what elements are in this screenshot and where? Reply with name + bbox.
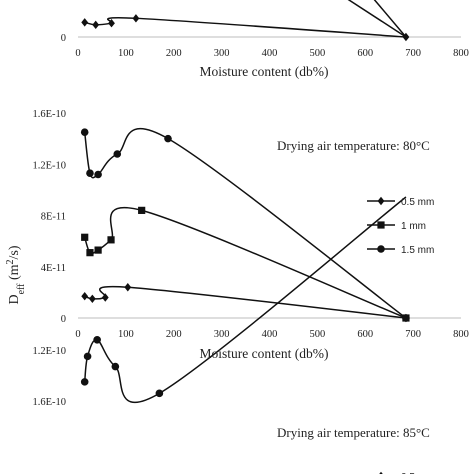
middle-data-point <box>124 283 132 292</box>
middle-x-tick-label: 0 <box>75 329 80 340</box>
bottom-y-tick-label: 1.6E-10 <box>32 397 66 408</box>
middle-data-point <box>113 150 122 158</box>
y-axis-label: Deff (m2/s) <box>5 245 27 304</box>
legend-label: 1.5 mm <box>401 245 434 256</box>
top-data-point <box>81 18 89 27</box>
middle-y-tick-label: 1.6E-10 <box>32 109 66 120</box>
top-x-tick-label: 300 <box>214 48 230 59</box>
middle-data-point <box>164 134 172 143</box>
middle-y-tick-label: 4E-11 <box>41 263 66 274</box>
middle-data-point <box>88 294 96 303</box>
middle-data-point <box>138 206 146 214</box>
bottom-legend-label: 0.5 mm <box>401 472 434 474</box>
middle-x-tick-label: 600 <box>357 329 373 340</box>
middle-data-point <box>94 246 102 254</box>
middle-x-tick-label: 800 <box>453 329 469 340</box>
top-series-line <box>347 0 407 38</box>
middle-series-line <box>83 206 407 319</box>
bottom-legend-marker <box>379 471 383 474</box>
middle-y-tick-label: 1.2E-10 <box>32 160 66 171</box>
bottom-annotation: Drying air temperature: 85°C <box>277 425 430 440</box>
middle-data-point <box>86 249 94 257</box>
middle-data-point <box>101 293 109 302</box>
middle-data-point <box>81 292 89 301</box>
legend-label: 0.5 mm <box>401 197 434 208</box>
bottom-data-point <box>80 378 89 386</box>
top-x-tick-label: 600 <box>357 48 373 59</box>
series-markers <box>80 14 410 474</box>
middle-y-tick-label: 8E-11 <box>41 212 66 223</box>
bottom-y-tick-label: 1.2E-10 <box>32 346 66 357</box>
top-data-point <box>92 20 100 30</box>
y-axis-label-unit: (m <box>7 264 22 283</box>
top-x-tick-label: 0 <box>75 48 80 59</box>
top-x-tick-label: 700 <box>405 48 421 59</box>
bottom-data-point <box>83 352 92 361</box>
y-axis-label-sub: eff <box>16 283 27 295</box>
legend-marker <box>377 221 385 229</box>
bottom-data-point <box>155 389 164 398</box>
middle-data-point <box>86 169 94 178</box>
bottom-data-point <box>111 362 120 371</box>
top-series-line <box>84 17 406 38</box>
middle-data-point <box>107 236 115 244</box>
top-x-tick-label: 400 <box>262 48 278 59</box>
top-x-tick-label: 800 <box>453 48 469 59</box>
y-axis-label-main: D <box>7 294 22 304</box>
middle-x-tick-label: 400 <box>262 329 278 340</box>
top-x-tick-label: 500 <box>310 48 326 59</box>
top-data-point <box>132 14 140 23</box>
middle-x-tick-label: 200 <box>166 329 182 340</box>
y-axis-label-end: /s) <box>7 245 22 259</box>
top-y-tick-label: 0 <box>61 33 66 44</box>
middle-x-tick-label: 700 <box>405 329 421 340</box>
middle-data-point <box>80 128 89 137</box>
top-x-tick-label: 100 <box>118 48 134 59</box>
legend-marker <box>377 196 385 206</box>
middle-x-tick-label: 300 <box>214 329 230 340</box>
middle-data-point <box>81 233 89 241</box>
middle-data-point <box>94 170 102 179</box>
middle-y-tick-label: 0 <box>61 314 66 325</box>
middle-annotation: Drying air temperature: 80°C <box>277 138 430 153</box>
middle-series-line <box>83 127 407 319</box>
middle-x-axis-label: Moisture content (db%) <box>200 346 329 361</box>
middle-x-tick-label: 500 <box>310 329 326 340</box>
middle-x-tick-label: 100 <box>118 329 134 340</box>
top-series-line <box>373 0 407 38</box>
middle-series-line <box>84 285 407 319</box>
middle-data-point <box>402 314 410 322</box>
y-axis-label-sup: 2 <box>5 259 16 264</box>
legend-label: 1 mm <box>401 221 426 232</box>
top-data-point <box>108 18 115 28</box>
bottom-data-point <box>93 336 101 344</box>
top-x-tick-label: 200 <box>166 48 182 59</box>
legend-marker <box>377 245 385 253</box>
top-x-axis-label: Moisture content (db%) <box>200 64 329 79</box>
top-data-point <box>402 32 410 42</box>
series-lines <box>83 0 407 403</box>
